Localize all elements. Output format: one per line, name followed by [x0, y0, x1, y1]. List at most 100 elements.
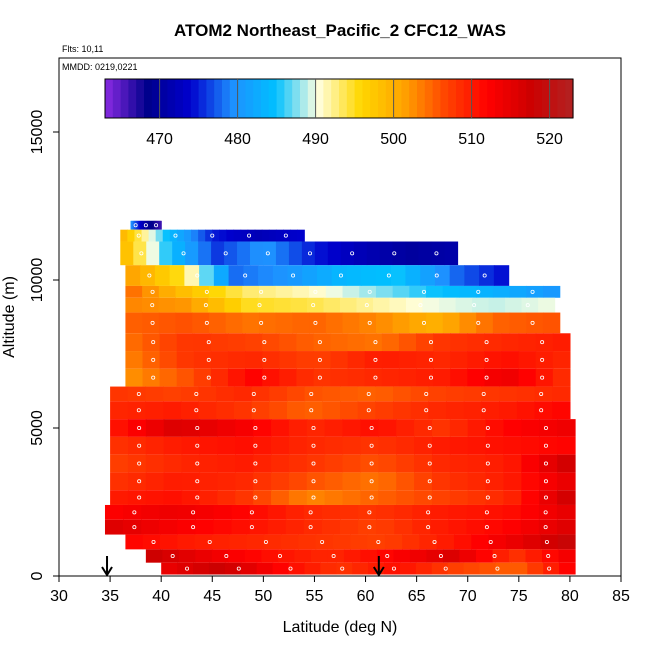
heat-cell	[543, 562, 560, 575]
heat-cell	[539, 419, 558, 437]
heat-cell	[366, 241, 381, 266]
heat-cell	[256, 562, 274, 575]
colorbar-segment	[128, 79, 137, 118]
heat-cell	[405, 241, 420, 266]
colorbar-tick-label: 500	[380, 131, 407, 148]
sample-point	[391, 566, 396, 571]
colorbar-segment	[222, 79, 231, 118]
colorbar-segment	[261, 79, 270, 118]
heat-cell	[394, 519, 413, 535]
heat-cell	[439, 297, 457, 313]
heat-cell	[275, 229, 284, 242]
sample-point	[438, 554, 443, 559]
heat-cell	[433, 351, 451, 369]
heat-cell	[448, 504, 468, 520]
heat-cell	[398, 368, 417, 387]
colorbar-segment	[370, 79, 379, 118]
sample-point	[530, 289, 535, 294]
heat-cell	[288, 419, 308, 437]
heat-cell	[535, 368, 554, 387]
sample-point	[317, 375, 322, 380]
sample-point	[367, 525, 372, 530]
heat-cell	[501, 333, 520, 352]
heat-cell	[542, 549, 560, 563]
colorbar-segment	[432, 79, 441, 118]
sample-point	[195, 461, 200, 466]
heat-cell	[240, 229, 249, 242]
heat-cell	[516, 401, 536, 420]
y-axis: 0 5000 10000 15000	[29, 110, 59, 580]
heat-cell	[297, 229, 305, 242]
heat-cell	[389, 297, 407, 313]
heat-cell	[502, 504, 522, 520]
colorbar-segment	[502, 79, 512, 118]
heat-cell	[174, 297, 193, 313]
heat-cell	[178, 549, 196, 563]
heat-cell	[195, 519, 215, 535]
sample-point	[307, 251, 312, 256]
heat-cell	[231, 504, 251, 520]
heat-cell	[398, 333, 417, 352]
x-tick-label: 85	[612, 588, 630, 605]
heat-cell	[521, 454, 540, 473]
x-tick-label: 75	[510, 588, 528, 605]
sample-point	[369, 479, 374, 484]
heat-cell	[181, 472, 201, 491]
heat-cell	[303, 519, 323, 535]
heat-cell	[125, 297, 143, 313]
heat-cell	[224, 297, 242, 313]
heat-cell	[556, 519, 576, 535]
sample-point	[427, 479, 432, 484]
heat-cell	[324, 454, 344, 473]
colorbar-segment	[541, 79, 551, 118]
sample-point	[277, 554, 282, 559]
sample-point	[191, 510, 196, 515]
sample-point	[253, 461, 258, 466]
heat-cell	[453, 534, 472, 550]
colorbar-segment	[253, 79, 262, 118]
sample-point	[136, 233, 141, 238]
heat-cell	[342, 436, 362, 455]
heat-cell	[409, 549, 428, 563]
sample-point	[476, 289, 481, 294]
colorbar-segment	[401, 79, 410, 118]
heat-cell	[257, 297, 275, 313]
heat-cell	[325, 285, 344, 298]
heat-cell	[155, 220, 158, 230]
heat-cell	[503, 454, 522, 473]
heat-cell	[286, 401, 306, 420]
heat-cell	[192, 312, 210, 334]
heat-cell	[399, 562, 417, 575]
heat-cell	[148, 229, 157, 242]
heat-cell	[350, 534, 369, 550]
colorbar-segment	[565, 79, 574, 118]
heat-cell	[436, 534, 455, 550]
sample-point	[547, 566, 552, 571]
sample-point	[476, 320, 481, 325]
colorbar-tick-label: 470	[146, 131, 173, 148]
heat-cell	[390, 265, 407, 286]
heat-cell	[346, 265, 362, 286]
heat-cell	[235, 454, 254, 473]
heat-cell	[479, 562, 497, 575]
heat-cell	[394, 504, 413, 520]
heat-cell	[539, 436, 558, 455]
sample-point	[350, 251, 355, 256]
heat-cell	[271, 490, 290, 505]
sample-point	[195, 273, 200, 278]
sample-point	[373, 340, 378, 345]
heat-cell	[279, 333, 297, 352]
heat-cell	[416, 368, 434, 387]
heat-cell	[313, 333, 332, 352]
sample-point	[137, 461, 142, 466]
heat-cell	[463, 386, 483, 402]
x-axis: 30 35 40 45 50 55 60 65 70 75 80 85	[50, 576, 630, 605]
heat-cell	[378, 419, 397, 437]
sample-point	[313, 320, 318, 325]
colorbar-segment	[190, 79, 200, 118]
heat-cell	[163, 454, 183, 473]
heat-cell	[431, 454, 451, 473]
sample-point	[151, 340, 156, 345]
heat-cell	[557, 419, 576, 437]
heat-cell	[145, 472, 165, 491]
